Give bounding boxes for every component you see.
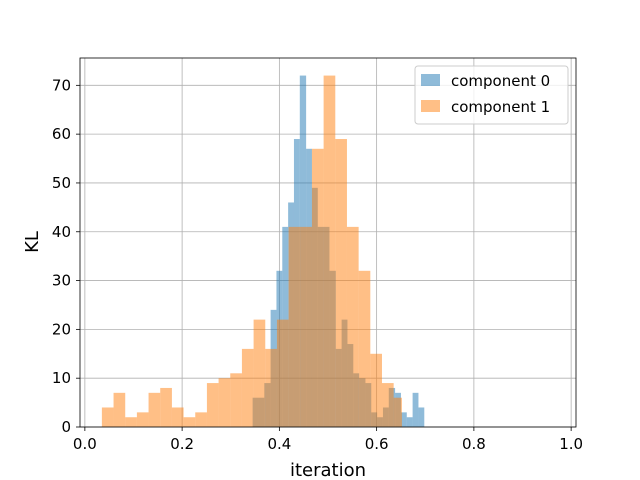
y-tick-label: 20	[52, 320, 71, 338]
histogram-bar-component-1	[335, 139, 347, 427]
histogram-bar-component-1	[101, 407, 114, 427]
y-tick-label: 70	[52, 76, 71, 94]
histogram-bar-component-1	[230, 373, 242, 427]
y-tick-label: 10	[52, 369, 71, 387]
legend-label-component-1: component 1	[451, 98, 550, 116]
legend-swatch-component-1	[421, 100, 440, 112]
y-axis-ticks: 0 10 20 30 40 50 60 70	[52, 76, 80, 436]
histogram-bar-component-1	[218, 378, 231, 427]
x-tick-label: 0.0	[73, 435, 97, 453]
histogram-bar-component-1	[113, 392, 126, 427]
histogram-bar-component-0	[412, 392, 419, 427]
histogram-bar-component-0	[400, 412, 407, 427]
histogram-bar-component-1	[300, 226, 312, 427]
histogram-bar-component-1	[265, 348, 277, 427]
x-tick-label: 0.6	[365, 435, 389, 453]
bars-layer	[101, 75, 425, 428]
histogram-bar-component-1	[370, 353, 382, 427]
histogram-bar-component-1	[381, 383, 394, 427]
y-tick-label: 50	[52, 174, 71, 192]
histogram-bar-component-1	[160, 387, 172, 427]
x-axis-ticks: 0.0 0.2 0.4 0.6 0.8 1.0	[73, 427, 583, 453]
x-tick-label: 0.4	[267, 435, 291, 453]
histogram-bar-component-1	[323, 75, 336, 427]
y-tick-label: 0	[61, 418, 71, 436]
legend: component 0 component 1	[414, 65, 569, 125]
histogram-bar-component-1	[241, 348, 254, 427]
histogram-bar-component-1	[148, 392, 161, 427]
histogram-bar-component-1	[346, 226, 359, 427]
histogram-bar-component-1	[136, 412, 149, 427]
legend-box	[414, 65, 569, 125]
x-tick-label: 1.0	[559, 435, 583, 453]
histogram-bar-component-1	[311, 148, 324, 428]
y-tick-label: 40	[52, 223, 71, 241]
axes-frame	[79, 57, 577, 428]
histogram-bar-component-1	[206, 383, 219, 427]
histogram-bar-component-1	[276, 319, 289, 427]
histogram-bar-component-1	[183, 417, 196, 427]
histogram-bar-component-0	[406, 417, 413, 427]
y-tick-label: 30	[52, 272, 71, 290]
y-tick-label: 60	[52, 125, 71, 143]
histogram-bar-component-1	[125, 417, 137, 427]
legend-label-component-0: component 0	[451, 72, 550, 90]
legend-swatch-component-0	[421, 74, 440, 86]
x-axis-label: iteration	[290, 460, 366, 480]
histogram-bar-component-1	[393, 397, 402, 427]
x-tick-label: 0.2	[170, 435, 194, 453]
histogram-bar-component-1	[195, 412, 207, 427]
histogram-bar-component-0	[418, 407, 425, 427]
x-tick-label: 0.8	[462, 435, 486, 453]
histogram-bar-component-1	[253, 319, 266, 427]
histogram-bar-component-1	[288, 226, 301, 427]
histogram-bar-component-1	[358, 270, 371, 427]
y-axis-label: KL	[22, 231, 43, 253]
histogram-bar-component-1	[171, 407, 184, 427]
